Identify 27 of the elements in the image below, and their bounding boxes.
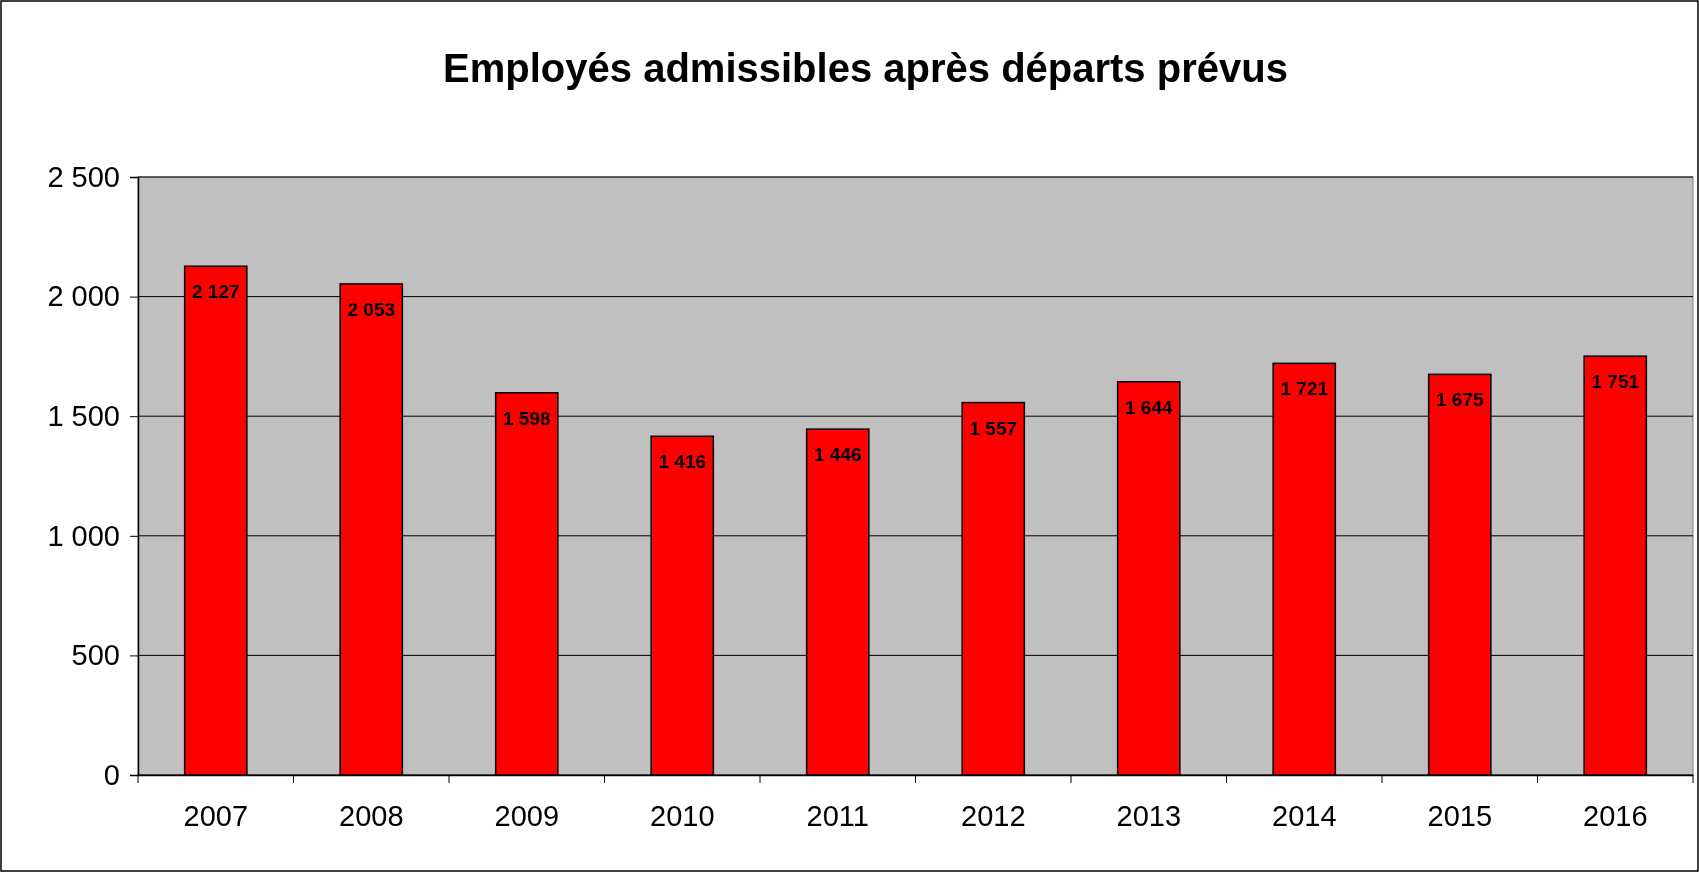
data-label: 2 053 [347, 298, 396, 320]
y-tick-label: 1 000 [47, 519, 120, 552]
y-tick-label: 500 [71, 639, 120, 672]
x-tick-label: 2016 [1582, 799, 1648, 832]
x-tick-label: 2015 [1427, 799, 1493, 832]
data-label: 1 598 [502, 407, 551, 429]
data-label: 1 557 [969, 417, 1018, 439]
y-tick-label: 0 [103, 758, 120, 791]
data-label: 1 644 [1124, 396, 1173, 418]
data-label: 1 751 [1591, 371, 1640, 393]
y-tick-label: 2 000 [47, 280, 120, 313]
data-label: 2 127 [191, 281, 240, 303]
data-label: 1 721 [1280, 378, 1329, 400]
y-tick-label: 1 500 [47, 399, 120, 432]
x-tick-label: 2014 [1271, 799, 1337, 832]
data-label: 1 446 [813, 444, 862, 466]
y-tick-label: 2 500 [47, 160, 120, 193]
x-tick-label: 2009 [494, 799, 560, 832]
x-tick-label: 2012 [960, 799, 1026, 832]
data-label: 1 416 [658, 451, 707, 473]
chart-title: Employés admissibles après départs prévus [443, 46, 1288, 90]
x-tick-label: 2011 [806, 799, 869, 832]
data-label: 1 675 [1435, 389, 1484, 411]
x-tick-label: 2010 [649, 799, 715, 832]
x-tick-label: 2013 [1116, 799, 1182, 832]
x-tick-label: 2008 [338, 799, 404, 832]
x-tick-label: 2007 [183, 799, 249, 832]
